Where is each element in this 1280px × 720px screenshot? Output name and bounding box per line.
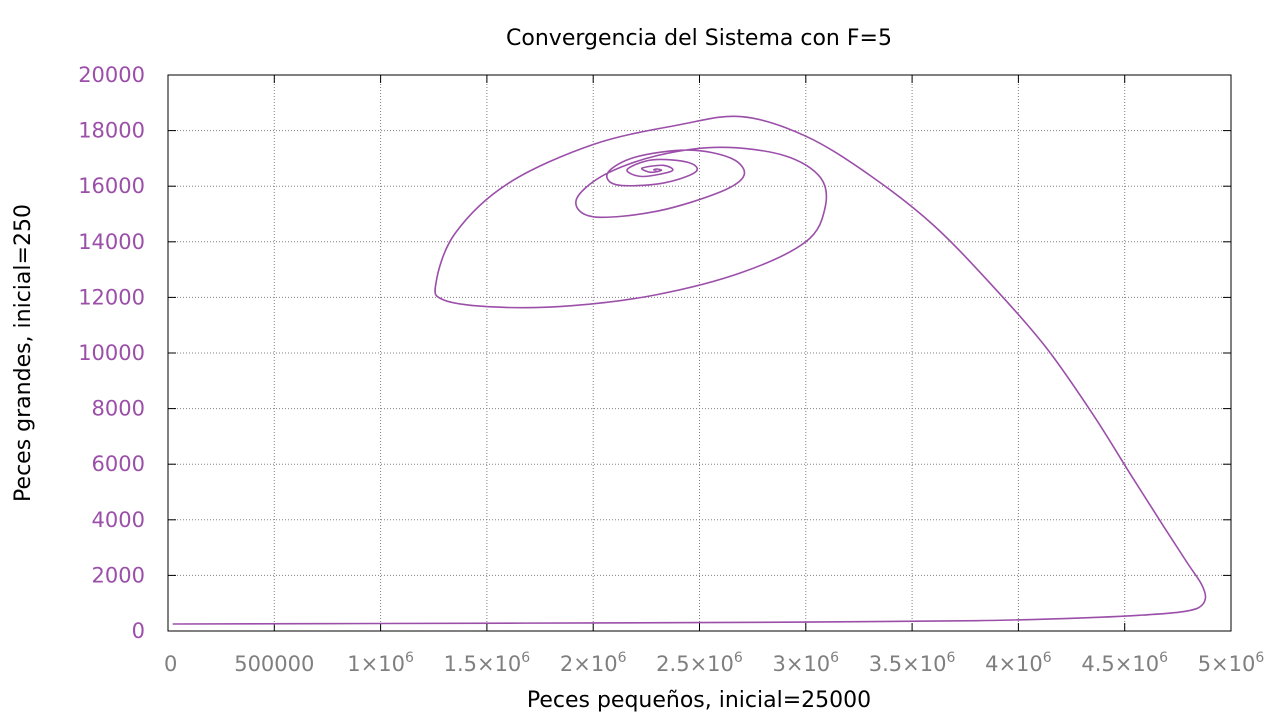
y-tick-label: 0 [132, 619, 145, 643]
y-tick-label: 20000 [78, 63, 145, 87]
y-tick-label: 2000 [92, 563, 145, 587]
x-axis-label: Peces pequeños, inicial=25000 [527, 688, 871, 713]
y-tick-label: 16000 [78, 174, 145, 198]
x-tick-label: 2×106 [560, 650, 627, 676]
series-layer [172, 115, 1207, 625]
y-tick-label: 10000 [78, 341, 145, 365]
x-tick-label: 2.5×106 [656, 650, 743, 676]
x-tick-label: 4.5×106 [1081, 650, 1168, 676]
x-tick-label: 3×106 [772, 650, 839, 676]
x-tick-label: 1×106 [347, 650, 414, 676]
y-tick-label: 8000 [92, 397, 145, 421]
y-tick-label: 6000 [92, 452, 145, 476]
x-tick-label: 5×106 [1198, 650, 1265, 676]
series-line [172, 115, 1207, 625]
y-tick-label: 14000 [78, 230, 145, 254]
tick-layer: 0 2000 4000 6000 8000 10000 12000 14000 16000 180… [78, 63, 1264, 676]
y-tick-label: 12000 [78, 285, 145, 309]
y-axis-label: Peces grandes, inicial=250 [11, 204, 36, 502]
y-tick-label: 4000 [92, 508, 145, 532]
x-tick-label: 500000 [234, 652, 314, 676]
x-tick-label: 4×106 [985, 650, 1052, 676]
chart-title: Convergencia del Sistema con F=5 [506, 26, 892, 51]
x-tick-label: 3.5×106 [869, 650, 956, 676]
x-tick-label: 0 [164, 652, 177, 676]
y-tick-label: 18000 [78, 119, 145, 143]
x-tick-label: 1.5×106 [444, 650, 531, 676]
grid-layer [168, 75, 1231, 631]
